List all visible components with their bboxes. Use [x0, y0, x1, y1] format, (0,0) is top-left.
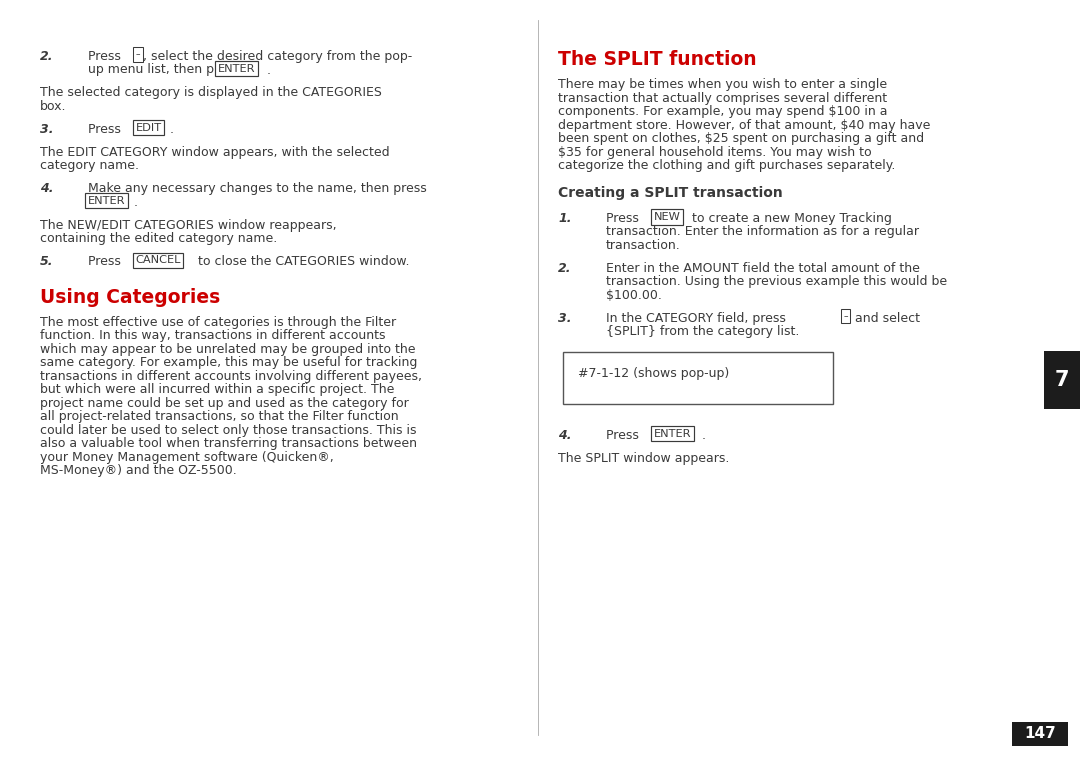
Text: 2.: 2.: [40, 50, 54, 63]
Text: 3.: 3.: [558, 312, 571, 325]
Text: Enter in the AMOUNT field the total amount of the: Enter in the AMOUNT field the total amou…: [606, 262, 920, 275]
Text: which may appear to be unrelated may be grouped into the: which may appear to be unrelated may be …: [40, 343, 416, 356]
Text: been spent on clothes, $25 spent on purchasing a gift and: been spent on clothes, $25 spent on purc…: [558, 132, 924, 145]
FancyBboxPatch shape: [1044, 351, 1080, 409]
Text: Press: Press: [606, 212, 643, 225]
Text: , select the desired category from the pop-: , select the desired category from the p…: [144, 50, 413, 63]
Text: 1.: 1.: [558, 212, 571, 225]
Text: function. In this way, transactions in different accounts: function. In this way, transactions in d…: [40, 329, 386, 343]
Text: transaction. Using the previous example this would be: transaction. Using the previous example …: [606, 275, 947, 289]
FancyBboxPatch shape: [1012, 722, 1068, 746]
Text: Using Categories: Using Categories: [40, 287, 220, 306]
Text: Press: Press: [87, 123, 125, 136]
FancyBboxPatch shape: [563, 353, 833, 404]
Text: .: .: [267, 64, 270, 77]
Text: and select: and select: [851, 312, 920, 325]
Text: ENTER: ENTER: [87, 196, 125, 206]
Text: {SPLIT} from the category list.: {SPLIT} from the category list.: [606, 325, 799, 338]
Text: $35 for general household items. You may wish to: $35 for general household items. You may…: [558, 146, 872, 159]
Text: Press: Press: [606, 429, 643, 442]
Text: categorize the clothing and gift purchases separately.: categorize the clothing and gift purchas…: [558, 160, 895, 173]
Text: The most effective use of categories is through the Filter: The most effective use of categories is …: [40, 316, 396, 329]
Text: transactions in different accounts involving different payees,: transactions in different accounts invol…: [40, 370, 422, 383]
Text: NEW: NEW: [653, 212, 680, 222]
Text: up menu list, then press: up menu list, then press: [87, 64, 244, 77]
Text: .: .: [134, 196, 138, 209]
Text: $100.00.: $100.00.: [606, 289, 662, 302]
Text: transaction. Enter the information as for a regular: transaction. Enter the information as fo…: [606, 226, 919, 239]
Text: Press: Press: [87, 255, 125, 268]
Text: 3.: 3.: [40, 123, 54, 136]
Text: transaction.: transaction.: [606, 239, 680, 252]
Text: same category. For example, this may be useful for tracking: same category. For example, this may be …: [40, 356, 417, 369]
Text: department store. However, of that amount, $40 may have: department store. However, of that amoun…: [558, 119, 930, 131]
Text: EDIT: EDIT: [136, 123, 162, 133]
Text: In the CATEGORY field, press: In the CATEGORY field, press: [606, 312, 789, 325]
Text: #7-1-12 (shows pop-up): #7-1-12 (shows pop-up): [578, 367, 729, 381]
Text: could later be used to select only those transactions. This is: could later be used to select only those…: [40, 424, 417, 437]
Text: The EDIT CATEGORY window appears, with the selected: The EDIT CATEGORY window appears, with t…: [40, 146, 390, 159]
Text: 147: 147: [1024, 727, 1056, 742]
Text: The SPLIT window appears.: The SPLIT window appears.: [558, 451, 729, 464]
Text: ENTER: ENTER: [653, 429, 691, 439]
Text: category name.: category name.: [40, 160, 139, 173]
Text: box.: box.: [40, 100, 67, 113]
Text: 5.: 5.: [40, 255, 54, 268]
Text: .: .: [170, 123, 173, 136]
Text: .: .: [702, 429, 706, 442]
Text: 4.: 4.: [40, 182, 54, 195]
Text: ENTER: ENTER: [218, 64, 256, 74]
Text: 7: 7: [1055, 370, 1069, 390]
Text: but which were all incurred within a specific project. The: but which were all incurred within a spe…: [40, 384, 394, 397]
Text: components. For example, you may spend $100 in a: components. For example, you may spend $…: [558, 106, 888, 119]
Text: Press: Press: [87, 50, 125, 63]
Text: The NEW/EDIT CATEGORIES window reappears,: The NEW/EDIT CATEGORIES window reappears…: [40, 219, 337, 232]
Text: to close the CATEGORIES window.: to close the CATEGORIES window.: [194, 255, 409, 268]
Text: –: –: [136, 50, 140, 59]
Text: also a valuable tool when transferring transactions between: also a valuable tool when transferring t…: [40, 438, 417, 451]
Text: 2.: 2.: [558, 262, 571, 275]
Text: The SPLIT function: The SPLIT function: [558, 50, 757, 69]
Text: containing the edited category name.: containing the edited category name.: [40, 233, 278, 245]
Text: all project-related transactions, so that the Filter function: all project-related transactions, so tha…: [40, 410, 399, 423]
Text: Creating a SPLIT transaction: Creating a SPLIT transaction: [558, 186, 783, 201]
Text: to create a new Money Tracking: to create a new Money Tracking: [688, 212, 892, 225]
Text: There may be times when you wish to enter a single: There may be times when you wish to ente…: [558, 78, 887, 91]
Text: 4.: 4.: [558, 429, 571, 442]
Text: transaction that actually comprises several different: transaction that actually comprises seve…: [558, 92, 887, 105]
Text: –: –: [843, 312, 848, 321]
Text: CANCEL: CANCEL: [136, 255, 181, 265]
Text: MS-Money®) and the OZ-5500.: MS-Money®) and the OZ-5500.: [40, 464, 237, 477]
Text: The selected category is displayed in the CATEGORIES: The selected category is displayed in th…: [40, 87, 382, 100]
Text: Make any necessary changes to the name, then press: Make any necessary changes to the name, …: [87, 182, 427, 195]
Text: your Money Management software (Quicken®,: your Money Management software (Quicken®…: [40, 451, 334, 464]
Text: project name could be set up and used as the category for: project name could be set up and used as…: [40, 397, 408, 410]
